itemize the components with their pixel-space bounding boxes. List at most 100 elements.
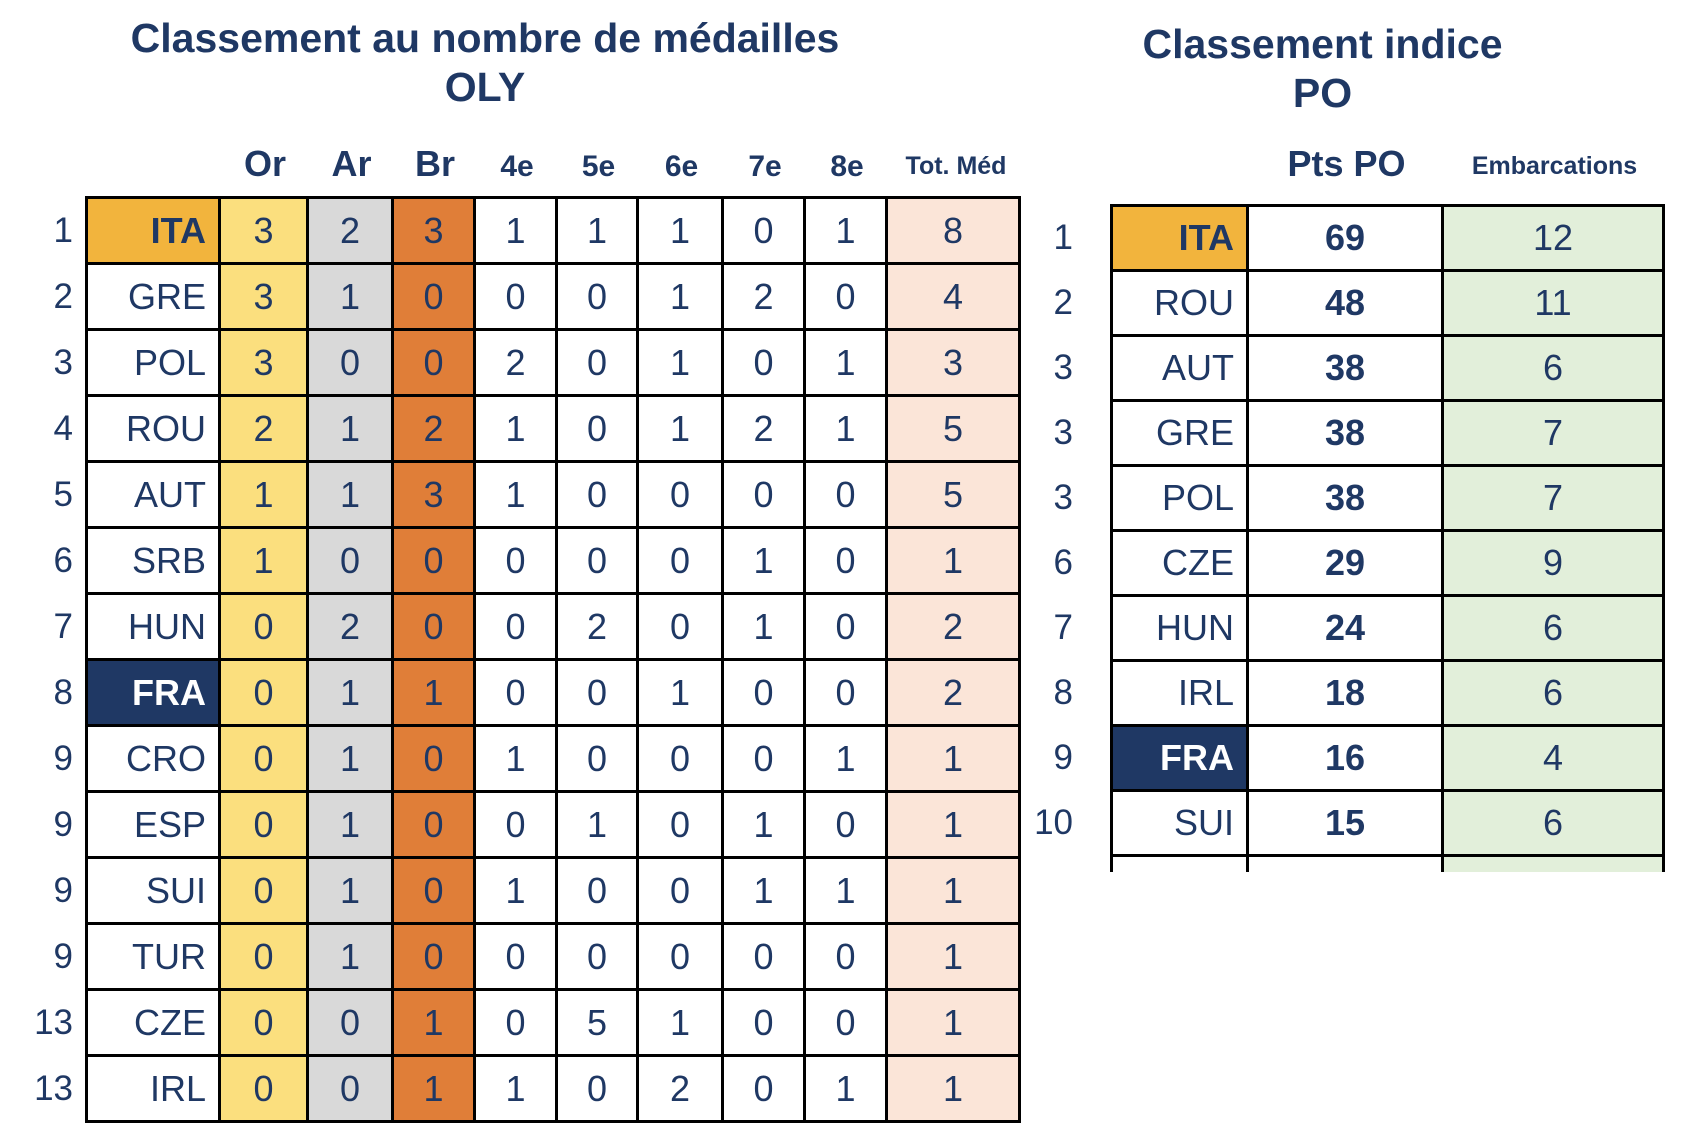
- place-4e-cell: 0: [476, 529, 555, 592]
- bronze-count-cell: 0: [394, 265, 473, 328]
- place-5e-cell: 0: [558, 397, 636, 460]
- place-5e-cell: 5: [558, 991, 636, 1054]
- rank-label: 8: [53, 672, 73, 712]
- country-cell: SUI: [1113, 792, 1246, 854]
- rank-label: 9: [53, 804, 73, 844]
- rank-label: 3: [1053, 478, 1073, 517]
- rank-label: 6: [1053, 543, 1073, 582]
- gold-count-cell: 3: [221, 265, 306, 328]
- place-4e-cell: 1: [476, 199, 555, 262]
- place-4e-cell: 0: [476, 991, 555, 1054]
- column-header-country-spacer: [1110, 182, 1249, 184]
- place-5e-cell: 0: [558, 661, 636, 724]
- country-cell: GRE: [1113, 402, 1246, 464]
- place-6e-cell: 0: [639, 463, 721, 526]
- pts-po-cell: 38: [1249, 402, 1441, 464]
- gold-count-cell: 1: [221, 463, 306, 526]
- place-7e-cell: 1: [724, 793, 803, 856]
- country-cell: AUT: [88, 463, 218, 526]
- pts-po-cell: 69: [1249, 207, 1441, 269]
- place-5e-cell: 0: [558, 727, 636, 790]
- place-8e-cell: 1: [806, 859, 885, 922]
- place-7e-cell: 0: [724, 331, 803, 394]
- place-7e-cell: 1: [724, 529, 803, 592]
- bronze-count-cell: 0: [394, 595, 473, 658]
- rank-label: 9: [53, 738, 73, 778]
- place-7e-cell: 1: [724, 859, 803, 922]
- total-medals-cell: 3: [888, 331, 1018, 394]
- silver-count-cell: 1: [309, 925, 391, 988]
- embarcations-cell: 7: [1444, 467, 1662, 529]
- bronze-count-cell: 1: [394, 1057, 473, 1120]
- place-8e-cell: 0: [806, 793, 885, 856]
- rank-label: 2: [1053, 283, 1073, 322]
- rank-label: 1: [1053, 218, 1073, 257]
- rank-label: 3: [53, 342, 73, 382]
- place-8e-cell: 1: [806, 331, 885, 394]
- gold-count-cell: 0: [221, 727, 306, 790]
- column-header-total-medals: Tot. Méd: [905, 152, 1007, 180]
- place-7e-cell: 2: [724, 397, 803, 460]
- place-4e-cell: 0: [476, 925, 555, 988]
- rank-label: 9: [53, 936, 73, 976]
- column-header-5e: 5e: [581, 150, 616, 183]
- gold-count-cell: 0: [221, 925, 306, 988]
- place-6e-cell: 1: [639, 991, 721, 1054]
- total-medals-cell: 1: [888, 793, 1018, 856]
- embarcations-cell: 6: [1444, 597, 1662, 659]
- rank-label: 3: [1053, 348, 1073, 387]
- column-header-6e: 6e: [664, 150, 699, 183]
- gold-count-cell: 0: [221, 595, 306, 658]
- total-medals-cell: 1: [888, 925, 1018, 988]
- silver-count-cell: 1: [309, 859, 391, 922]
- country-cell: ROU: [88, 397, 218, 460]
- place-5e-cell: 2: [558, 595, 636, 658]
- silver-count-cell: 1: [309, 463, 391, 526]
- place-4e-cell: 1: [476, 859, 555, 922]
- bronze-count-cell: 0: [394, 331, 473, 394]
- rank-label: 7: [1053, 608, 1073, 647]
- bronze-count-cell: 1: [394, 661, 473, 724]
- place-6e-cell: 0: [639, 859, 721, 922]
- place-8e-cell: 0: [806, 661, 885, 724]
- country-cell: IRL: [88, 1057, 218, 1120]
- place-6e-cell: 0: [639, 727, 721, 790]
- po-table-partial-row: [1110, 857, 1665, 872]
- po-index-table-rank-column: 1 2 3 3 3 6 7 8 9 10: [1000, 207, 1077, 854]
- bronze-count-cell: 3: [394, 199, 473, 262]
- place-5e-cell: 0: [558, 1057, 636, 1120]
- bronze-count-cell: 0: [394, 859, 473, 922]
- total-medals-cell: 2: [888, 661, 1018, 724]
- place-5e-cell: 0: [558, 463, 636, 526]
- country-cell: CZE: [1113, 532, 1246, 594]
- total-medals-cell: 1: [888, 727, 1018, 790]
- total-medals-cell: 4: [888, 265, 1018, 328]
- rank-label: 6: [53, 540, 73, 580]
- silver-count-cell: 2: [309, 199, 391, 262]
- silver-count-cell: 1: [309, 661, 391, 724]
- rank-label: 13: [34, 1002, 73, 1042]
- bronze-count-cell: 3: [394, 463, 473, 526]
- place-7e-cell: 0: [724, 727, 803, 790]
- column-header-pts-po: Pts PO: [1287, 143, 1406, 184]
- place-5e-cell: 0: [558, 529, 636, 592]
- place-8e-cell: 1: [806, 199, 885, 262]
- place-5e-cell: 0: [558, 925, 636, 988]
- rank-label: 10: [1034, 803, 1073, 842]
- country-cell: TUR: [88, 925, 218, 988]
- place-7e-cell: 0: [724, 991, 803, 1054]
- partial-row-pts-cell: [1249, 857, 1441, 872]
- rank-label: 1: [53, 210, 73, 250]
- gold-count-cell: 2: [221, 397, 306, 460]
- column-header-or: Or: [243, 143, 286, 184]
- gold-count-cell: 3: [221, 331, 306, 394]
- partial-row-country-cell: [1113, 857, 1246, 872]
- gold-count-cell: 3: [221, 199, 306, 262]
- place-4e-cell: 0: [476, 661, 555, 724]
- bronze-count-cell: 0: [394, 727, 473, 790]
- place-5e-cell: 0: [558, 331, 636, 394]
- pts-po-cell: 24: [1249, 597, 1441, 659]
- place-6e-cell: 0: [639, 529, 721, 592]
- place-8e-cell: 0: [806, 925, 885, 988]
